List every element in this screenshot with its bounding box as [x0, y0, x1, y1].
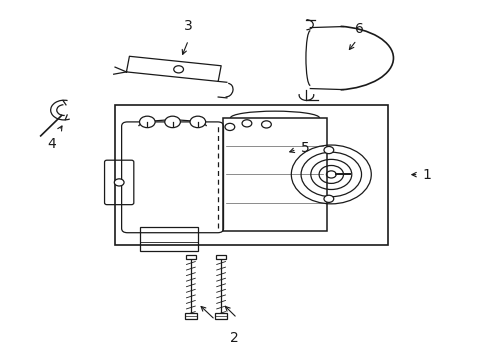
Circle shape: [114, 179, 124, 186]
Circle shape: [242, 120, 251, 127]
Circle shape: [224, 123, 234, 131]
Circle shape: [324, 147, 333, 154]
Bar: [185, 255, 195, 259]
Bar: [140, 227, 198, 251]
Text: 2: 2: [230, 331, 239, 345]
Text: 4: 4: [47, 137, 56, 151]
Text: 5: 5: [301, 141, 309, 155]
Bar: [216, 255, 225, 259]
Circle shape: [173, 66, 183, 73]
Bar: [184, 313, 197, 319]
Circle shape: [139, 116, 155, 128]
Text: 1: 1: [422, 168, 431, 182]
Bar: [115, 105, 387, 244]
Circle shape: [164, 116, 180, 128]
Bar: [222, 118, 327, 231]
Circle shape: [261, 121, 271, 128]
Bar: [214, 313, 227, 319]
Circle shape: [190, 116, 205, 128]
Text: 3: 3: [183, 19, 192, 33]
Text: 6: 6: [354, 22, 363, 36]
Circle shape: [324, 195, 333, 202]
